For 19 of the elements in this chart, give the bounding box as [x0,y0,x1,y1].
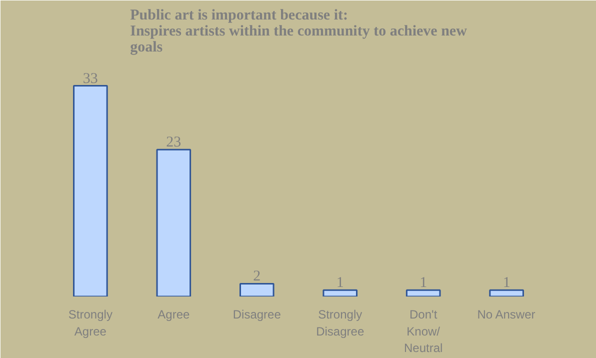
x-tick-label: Don't Know/ Neutral [404,308,443,356]
x-tick-label: Disagree [232,308,282,322]
data-label: 33 [82,70,98,87]
x-tick-label: Strongly Disagree [316,308,364,338]
bar [239,282,274,296]
bar [489,289,524,296]
data-label: 1 [420,275,428,292]
x-tick-label: No Answer [477,308,536,322]
data-label: 1 [336,275,344,292]
data-label: 23 [166,134,182,151]
data-label: 2 [253,268,261,285]
bar [156,148,192,296]
bar [322,289,358,296]
bar [406,289,441,296]
x-tick-label: Agree [158,308,190,322]
chart-title: Public art is important because it: Inspires artists within the community to achieve new goals [130,8,468,56]
data-label: 1 [502,275,510,292]
x-tick-label: Strongly Agree [68,308,112,338]
bar [73,85,108,296]
